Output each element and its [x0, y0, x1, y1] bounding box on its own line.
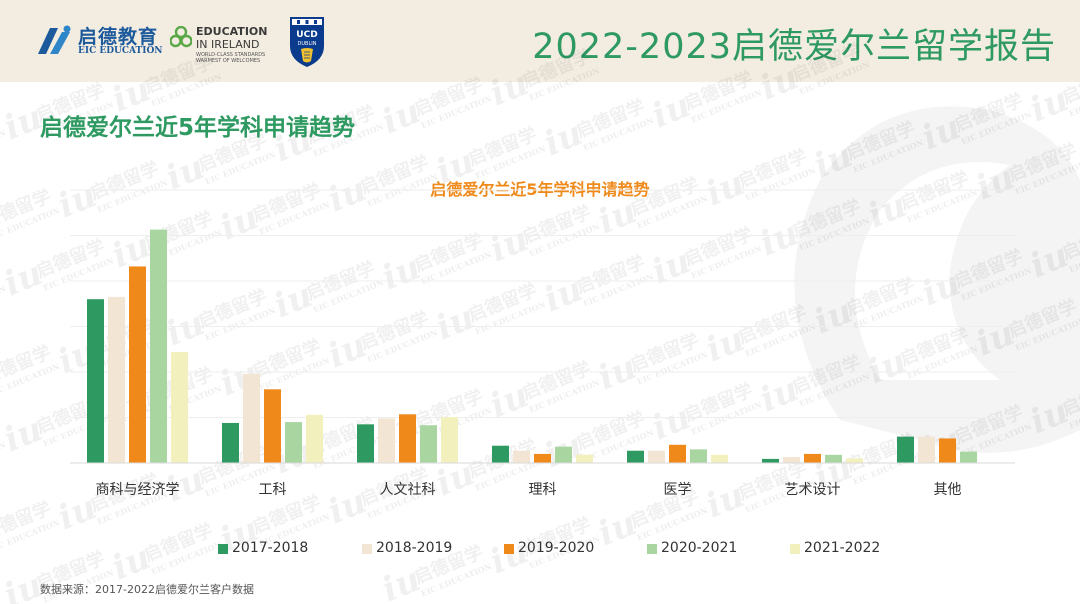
- bar-2018-2019-3: [513, 450, 530, 463]
- bar-2017-2018-5: [762, 458, 779, 463]
- legend-swatch: [218, 544, 228, 554]
- eic-logo-icon: [38, 25, 71, 54]
- legend-label: 2021-2022: [804, 540, 881, 556]
- eii-line-1: EDUCATION: [196, 25, 268, 38]
- x-tick-label: 医学: [664, 482, 692, 498]
- x-tick-label: 商科与经济学: [96, 482, 180, 498]
- bar-2019-2020-1: [264, 389, 281, 463]
- header-bar: 启德教育 EIC EDUCATION EDUCATION IN IRELAND …: [0, 0, 1080, 82]
- bar-2020-2021-3: [555, 446, 572, 463]
- x-tick-label: 人文社科: [380, 482, 436, 498]
- bar-2017-2018-6: [897, 436, 914, 463]
- legend-label: 2018-2019: [376, 540, 453, 556]
- bar-2017-2018-0: [87, 299, 104, 463]
- data-source-note: 数据来源：2017-2022启德爱尔兰客户数据: [40, 583, 254, 596]
- bar-2018-2019-0: [108, 296, 125, 463]
- legend-swatch: [647, 544, 657, 554]
- bar-2018-2019-1: [243, 373, 260, 463]
- bar-2021-2022-2: [441, 417, 458, 463]
- ucd-crest-logo: UCD DUBLIN: [290, 17, 324, 67]
- bar-2021-2022-1: [306, 414, 323, 463]
- eii-line-2: IN IRELAND: [196, 38, 260, 51]
- x-tick-label: 工科: [259, 482, 287, 498]
- ucd-crest-text: UCD: [296, 30, 317, 40]
- bar-2020-2021-5: [825, 454, 842, 463]
- bar-2019-2020-3: [534, 453, 551, 463]
- eii-line-3a: WORLD-CLASS STANDARDS: [196, 52, 266, 58]
- bar-2017-2018-3: [492, 445, 509, 463]
- watermark-en: EIC EDUCATION: [420, 561, 493, 598]
- bar-2019-2020-0: [129, 266, 146, 463]
- bar-2020-2021-2: [420, 425, 437, 463]
- shamrock-icon: [170, 26, 192, 48]
- legend-swatch: [504, 544, 514, 554]
- bar-2021-2022-5: [846, 458, 863, 463]
- eii-line-3: WORLD-CLASS STANDARDS WARMEST OF WELCOME…: [196, 52, 265, 64]
- x-tick-label: 理科: [529, 482, 557, 498]
- bar-2021-2022-3: [576, 454, 593, 463]
- x-tick-label: 艺术设计: [785, 482, 841, 498]
- x-tick-label: 其他: [934, 482, 962, 498]
- legend-swatch: [790, 544, 800, 554]
- chart-legend: 2017-2018 2018-2019 2019-2020 2020-2021 2021…: [0, 539, 1080, 559]
- bar-2017-2018-4: [627, 450, 644, 463]
- eii-line-3b: WARMEST OF WELCOMES: [196, 58, 261, 64]
- legend-label: 2019-2020: [518, 540, 595, 556]
- bar-2020-2021-1: [285, 422, 302, 463]
- report-title: 2022-2023启德爱尔兰留学报告: [532, 27, 1056, 67]
- bar-2018-2019-4: [648, 450, 665, 463]
- bar-2020-2021-0: [150, 229, 167, 463]
- legend-label: 2017-2018: [232, 540, 309, 556]
- bar-2018-2019-6: [918, 436, 935, 463]
- bar-2018-2019-5: [783, 457, 800, 463]
- bar-2019-2020-4: [669, 444, 686, 463]
- legend-label: 2020-2021: [661, 540, 738, 556]
- bar-2021-2022-0: [171, 351, 188, 463]
- bar-2017-2018-1: [222, 422, 239, 463]
- legend-swatch: [362, 544, 372, 554]
- page-title: 启德爱尔兰近5年学科申请趋势: [40, 115, 356, 141]
- bar-2019-2020-5: [804, 453, 821, 463]
- bar-2019-2020-6: [939, 438, 956, 463]
- ucd-crest-subtext: DUBLIN: [298, 41, 317, 47]
- eic-logo: 启德教育 EIC EDUCATION: [36, 22, 166, 62]
- eic-logo-sub: EIC EDUCATION: [78, 46, 163, 56]
- bar-2020-2021-4: [690, 449, 707, 463]
- bar-2020-2021-6: [960, 451, 977, 463]
- bar-2021-2022-4: [711, 454, 728, 463]
- bar-2019-2020-2: [399, 414, 416, 463]
- watermark-mark: iu: [376, 559, 426, 604]
- eic-logo-name: 启德教育: [78, 26, 159, 48]
- education-in-ireland-logo: EDUCATION IN IRELAND WORLD-CLASS STANDAR…: [170, 24, 280, 64]
- bar-2018-2019-2: [378, 418, 395, 463]
- bar-2017-2018-2: [357, 424, 374, 463]
- bar-chart: 商科与经济学 工科 人文社科 理科 医学 艺术设计 其他: [70, 189, 1015, 498]
